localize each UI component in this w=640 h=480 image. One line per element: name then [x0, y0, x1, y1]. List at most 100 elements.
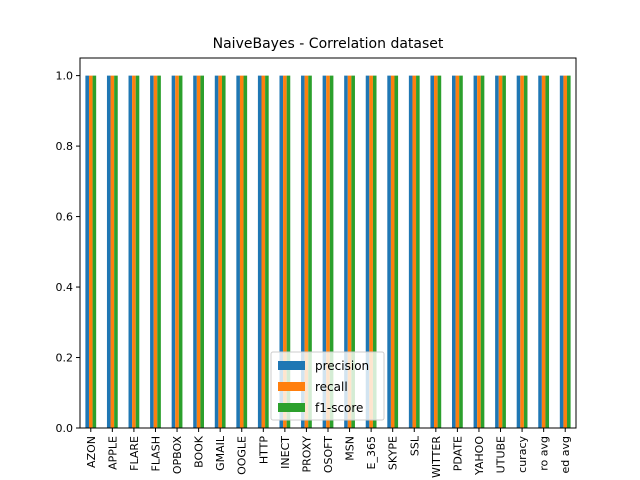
- bar-precision-18: [473, 75, 478, 428]
- y-axis: 0.0 0.2 0.4 0.6 0.8 1.0: [56, 70, 80, 435]
- bar-precision-20: [516, 75, 521, 428]
- x-tick-label: HTTP: [257, 436, 270, 465]
- bar-recall-21: [541, 75, 546, 428]
- x-tick-label: BOOK: [193, 435, 206, 468]
- bar-precision-19: [495, 75, 499, 428]
- legend-swatch-precision: [278, 361, 305, 370]
- bar-recall-7: [239, 75, 244, 428]
- bar-recall-13: [369, 75, 373, 428]
- bar-recall-19: [498, 75, 503, 428]
- bar-precision-17: [452, 75, 456, 428]
- bar-precision-8: [257, 75, 262, 428]
- bar-precision-6: [214, 75, 219, 428]
- x-tick-label: MSN: [344, 436, 357, 461]
- bar-f1-score-4: [178, 75, 183, 428]
- bar-recall-4: [175, 75, 179, 428]
- bar-f1-score-16: [437, 75, 442, 428]
- bar-precision-0: [85, 75, 89, 428]
- x-tick-label: FLARE: [128, 436, 141, 471]
- bar-recall-3: [153, 75, 158, 428]
- bar-f1-score-21: [545, 75, 550, 428]
- bar-precision-5: [193, 75, 197, 428]
- x-tick-label: E_365: [365, 436, 378, 469]
- bar-f1-score-17: [459, 75, 463, 428]
- x-tick-label: GMAIL: [214, 435, 227, 471]
- bar-f1-score-1: [114, 75, 118, 428]
- bar-f1-score-13: [372, 75, 377, 428]
- x-tick-label: OPBOX: [171, 436, 184, 475]
- x-tick-label: INECT: [279, 436, 292, 469]
- x-tick-label: ed avg: [559, 436, 572, 473]
- bar-recall-18: [477, 75, 481, 428]
- bar-recall-8: [261, 75, 266, 428]
- bar-f1-score-18: [480, 75, 485, 428]
- bar-f1-score-5: [200, 75, 204, 428]
- bar-precision-3: [150, 75, 154, 428]
- bar-f1-score-22: [567, 75, 571, 428]
- bar-f1-score-19: [502, 75, 506, 428]
- legend-label-recall: recall: [315, 380, 348, 394]
- bar-recall-14: [390, 75, 395, 428]
- bar-precision-12: [344, 75, 348, 428]
- x-tick-label: ro avg: [538, 436, 551, 471]
- bar-recall-5: [196, 75, 201, 428]
- legend: precision recall f1-score: [270, 351, 385, 421]
- bar-precision-16: [430, 75, 435, 428]
- bar-recall-15: [412, 75, 417, 428]
- x-tick-label: PDATE: [451, 436, 464, 471]
- x-tick-label: FLASH: [149, 436, 162, 472]
- legend-label-precision: precision: [315, 359, 369, 373]
- bar-recall-10: [304, 75, 309, 428]
- bar-f1-score-0: [92, 75, 97, 428]
- bar-recall-17: [455, 75, 460, 428]
- bar-recall-0: [88, 75, 93, 428]
- bar-recall-22: [563, 75, 568, 428]
- x-tick-label: WITTER: [430, 436, 443, 478]
- x-tick-label: UTUBE: [495, 436, 508, 473]
- x-tick-label: PROXY: [300, 436, 313, 473]
- bar-f1-score-2: [135, 75, 140, 428]
- bar-precision-13: [365, 75, 370, 428]
- bar-f1-score-7: [243, 75, 248, 428]
- bar-recall-12: [347, 75, 352, 428]
- y-tick-label: 1.0: [56, 70, 74, 83]
- y-tick-label: 0.0: [56, 422, 74, 435]
- bar-f1-score-11: [329, 75, 334, 428]
- bar-precision-15: [408, 75, 413, 428]
- x-tick-label: SKYPE: [387, 436, 400, 470]
- bar-precision-10: [301, 75, 305, 428]
- plot-frame: [79, 57, 577, 429]
- legend-label-f1-score: f1-score: [315, 401, 363, 415]
- bar-precision-1: [106, 75, 111, 428]
- bars-layer: [85, 75, 571, 428]
- legend-swatch-recall: [278, 382, 305, 391]
- bar-precision-4: [171, 75, 176, 428]
- bar-f1-score-20: [523, 75, 528, 428]
- bar-recall-1: [110, 75, 115, 428]
- y-tick-label: 0.6: [56, 211, 74, 224]
- chart-title: NaiveBayes - Correlation dataset: [213, 36, 444, 52]
- bar-recall-11: [326, 75, 330, 428]
- bar-f1-score-8: [265, 75, 269, 428]
- bar-recall-6: [218, 75, 222, 428]
- bar-precision-21: [538, 75, 542, 428]
- bar-f1-score-3: [157, 75, 161, 428]
- bar-precision-9: [279, 75, 284, 428]
- bar-recall-9: [283, 75, 287, 428]
- bar-f1-score-14: [394, 75, 399, 428]
- x-tick-label: OOGLE: [236, 436, 249, 475]
- bar-precision-11: [322, 75, 327, 428]
- bar-recall-2: [132, 75, 136, 428]
- y-tick-label: 0.2: [56, 352, 74, 365]
- bar-precision-14: [387, 75, 391, 428]
- bar-recall-20: [520, 75, 524, 428]
- y-tick-label: 0.8: [56, 140, 74, 153]
- y-tick-label: 0.4: [56, 281, 74, 294]
- bar-f1-score-15: [416, 75, 420, 428]
- x-tick-label: AZON: [85, 436, 98, 468]
- bar-f1-score-6: [221, 75, 226, 428]
- x-tick-label: curacy: [516, 436, 529, 473]
- bar-precision-2: [128, 75, 133, 428]
- bar-f1-score-12: [351, 75, 355, 428]
